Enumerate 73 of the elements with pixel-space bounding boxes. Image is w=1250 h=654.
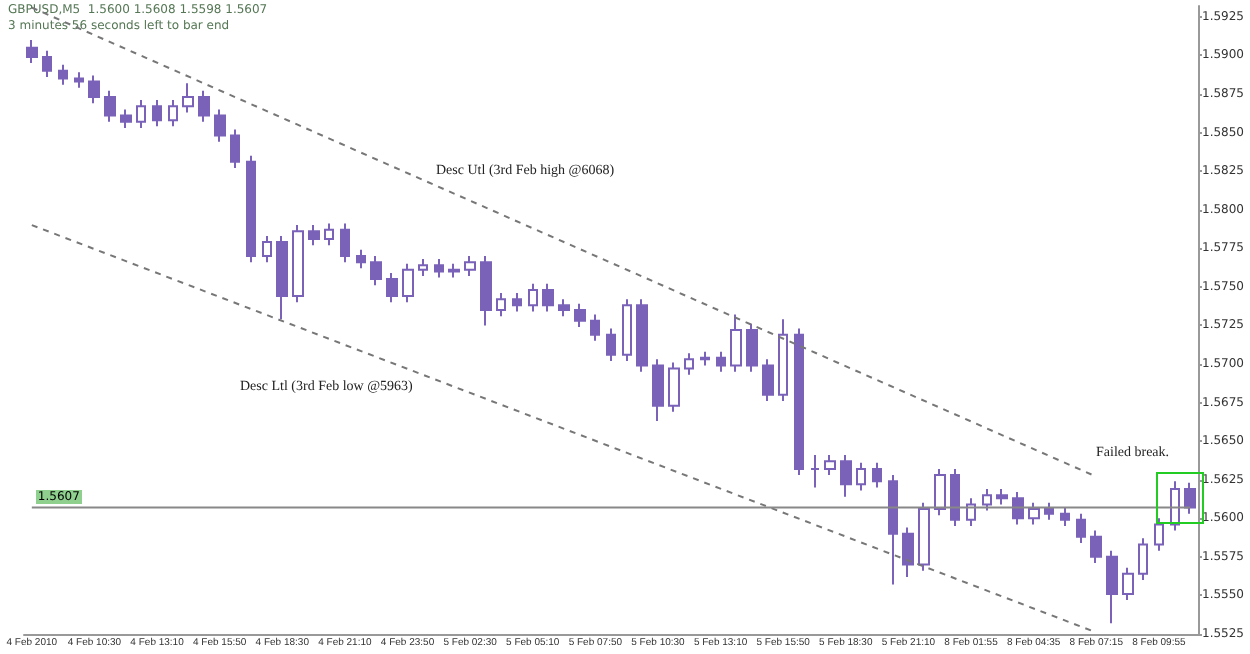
candlestick — [308, 224, 320, 247]
candlestick — [1184, 481, 1196, 515]
candlestick — [214, 108, 226, 143]
candlestick — [1138, 537, 1148, 581]
candlestick — [512, 292, 522, 313]
candlestick — [636, 298, 648, 373]
candlestick — [746, 322, 758, 373]
candlestick — [356, 248, 366, 270]
candlestick — [762, 358, 774, 403]
candlestick — [1076, 512, 1086, 544]
candlestick — [182, 82, 194, 114]
candlestick — [716, 350, 726, 373]
candlestick — [652, 358, 664, 423]
candlestick — [74, 71, 84, 89]
candlestick — [324, 222, 334, 247]
candlestick — [120, 108, 132, 129]
candlestick — [434, 258, 444, 279]
candlestick — [778, 318, 788, 403]
candlestick — [1060, 506, 1070, 527]
candlestick — [888, 474, 898, 586]
candlestick — [1090, 529, 1102, 565]
candlestick — [824, 454, 836, 477]
candlestick — [168, 99, 178, 128]
candlestick — [1044, 501, 1054, 521]
candlestick — [42, 49, 52, 78]
candlestick — [542, 282, 554, 313]
candlestick — [104, 89, 116, 123]
candlestick — [418, 258, 428, 278]
candlestick — [1154, 517, 1164, 552]
candlestick — [918, 501, 930, 572]
candlestick — [794, 327, 804, 477]
candlestick — [902, 526, 914, 578]
candlestick — [950, 467, 960, 527]
candlestick — [1028, 501, 1040, 526]
candlestick — [370, 254, 382, 287]
candlestick — [558, 298, 570, 318]
candlestick — [136, 99, 146, 129]
candlestick — [152, 99, 162, 128]
candlestick — [480, 254, 492, 327]
candlestick — [276, 234, 288, 321]
candlestick — [402, 262, 414, 304]
candlestick — [982, 487, 992, 512]
candlestick — [700, 350, 710, 367]
candlestick — [246, 154, 256, 264]
candlestick — [1122, 566, 1134, 602]
candlestick — [730, 313, 742, 373]
candlestick — [496, 292, 506, 318]
candlestick — [448, 262, 460, 279]
candlestick — [996, 487, 1008, 506]
candlestick — [340, 222, 350, 264]
candlestick — [590, 313, 600, 342]
candlestick — [574, 302, 586, 328]
candlestick — [198, 89, 210, 123]
candlestick — [856, 461, 866, 492]
candlestick — [934, 467, 946, 517]
candlestick — [1012, 491, 1024, 526]
candlestick — [1106, 549, 1118, 625]
candlestick — [464, 254, 476, 278]
candlestick — [622, 298, 632, 362]
candlestick — [528, 282, 538, 313]
candlestick — [262, 234, 272, 264]
candlestick — [386, 271, 398, 304]
candlestick — [606, 327, 616, 362]
candlestick — [840, 454, 852, 498]
candlestick — [26, 38, 38, 65]
candlestick — [810, 454, 820, 489]
candlestick — [58, 63, 68, 86]
candlestick — [292, 224, 304, 304]
candlestick — [684, 352, 694, 376]
candlestick — [230, 128, 240, 170]
candlestick — [872, 461, 882, 489]
candlestick — [668, 361, 680, 413]
candlestick — [88, 74, 100, 105]
